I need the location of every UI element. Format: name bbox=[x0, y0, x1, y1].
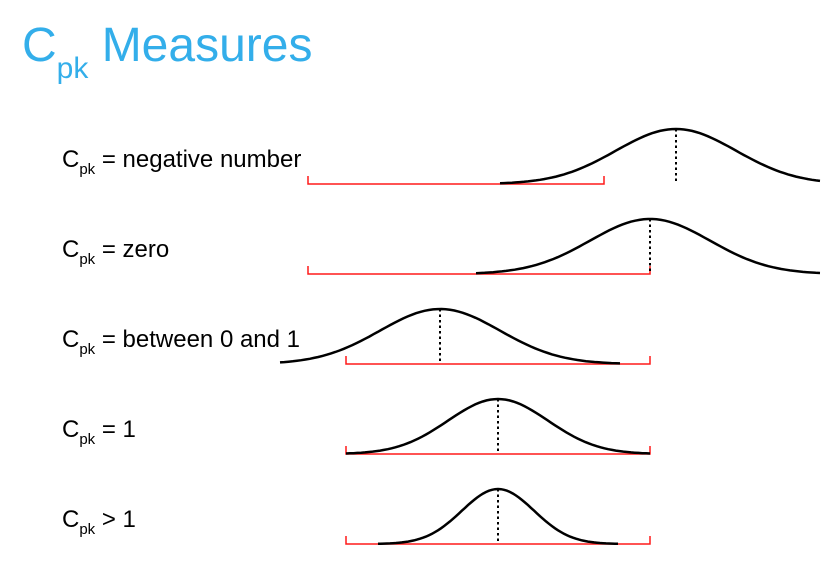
page-title: Cpk Measures bbox=[22, 18, 312, 80]
spec-limits-bracket bbox=[308, 176, 604, 184]
cpk-row: Cpk = negative number bbox=[0, 116, 839, 196]
distribution-curve bbox=[280, 309, 620, 363]
cpk-row: Cpk = zero bbox=[0, 206, 839, 286]
row-diagram bbox=[0, 116, 839, 196]
cpk-row: Cpk > 1 bbox=[0, 476, 839, 556]
distribution-curve bbox=[378, 489, 618, 544]
distribution-curve bbox=[500, 129, 820, 183]
distribution-curve bbox=[476, 219, 820, 273]
title-c: C bbox=[22, 19, 57, 72]
row-diagram bbox=[0, 206, 839, 286]
row-diagram bbox=[0, 296, 839, 376]
title-rest: Measures bbox=[88, 19, 312, 72]
row-diagram bbox=[0, 386, 839, 466]
cpk-row: Cpk = between 0 and 1 bbox=[0, 296, 839, 376]
row-diagram bbox=[0, 476, 839, 556]
cpk-row: Cpk = 1 bbox=[0, 386, 839, 466]
title-sub: pk bbox=[57, 52, 89, 85]
